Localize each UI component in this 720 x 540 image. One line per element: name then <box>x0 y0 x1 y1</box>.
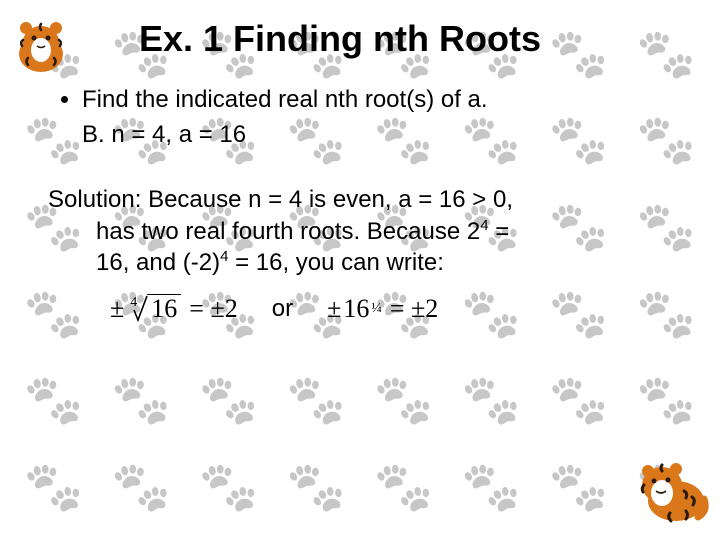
slide-title: Ex. 1 Finding nth Roots <box>40 18 680 60</box>
equation-row: ± 4 16 = ±2 or ± 16¼ = ±2 <box>40 292 680 326</box>
problem-block: Find the indicated real nth root(s) of a… <box>48 84 672 150</box>
tiger-icon-top-left <box>6 10 76 85</box>
problem-subline: B. n = 4, a = 16 <box>82 119 672 150</box>
tiger-icon-bottom-right <box>626 451 712 532</box>
problem-bullet: Find the indicated real nth root(s) of a… <box>82 84 672 115</box>
solution-block: Solution: Because n = 4 is even, a = 16 … <box>48 184 672 278</box>
solution-line-3: 16, and (-2)4 = 16, you can write: <box>96 247 672 278</box>
solution-line-1: Solution: Because n = 4 is even, a = 16 … <box>48 184 672 215</box>
equation-radical: ± 4 16 = ±2 <box>110 292 238 326</box>
solution-line-2: has two real fourth roots. Because 24 = <box>96 216 672 247</box>
equation-or: or <box>262 293 303 324</box>
equation-exponent: ± 16¼ = ±2 <box>327 292 438 326</box>
slide-content: Ex. 1 Finding nth Roots Find the indicat… <box>0 0 720 540</box>
